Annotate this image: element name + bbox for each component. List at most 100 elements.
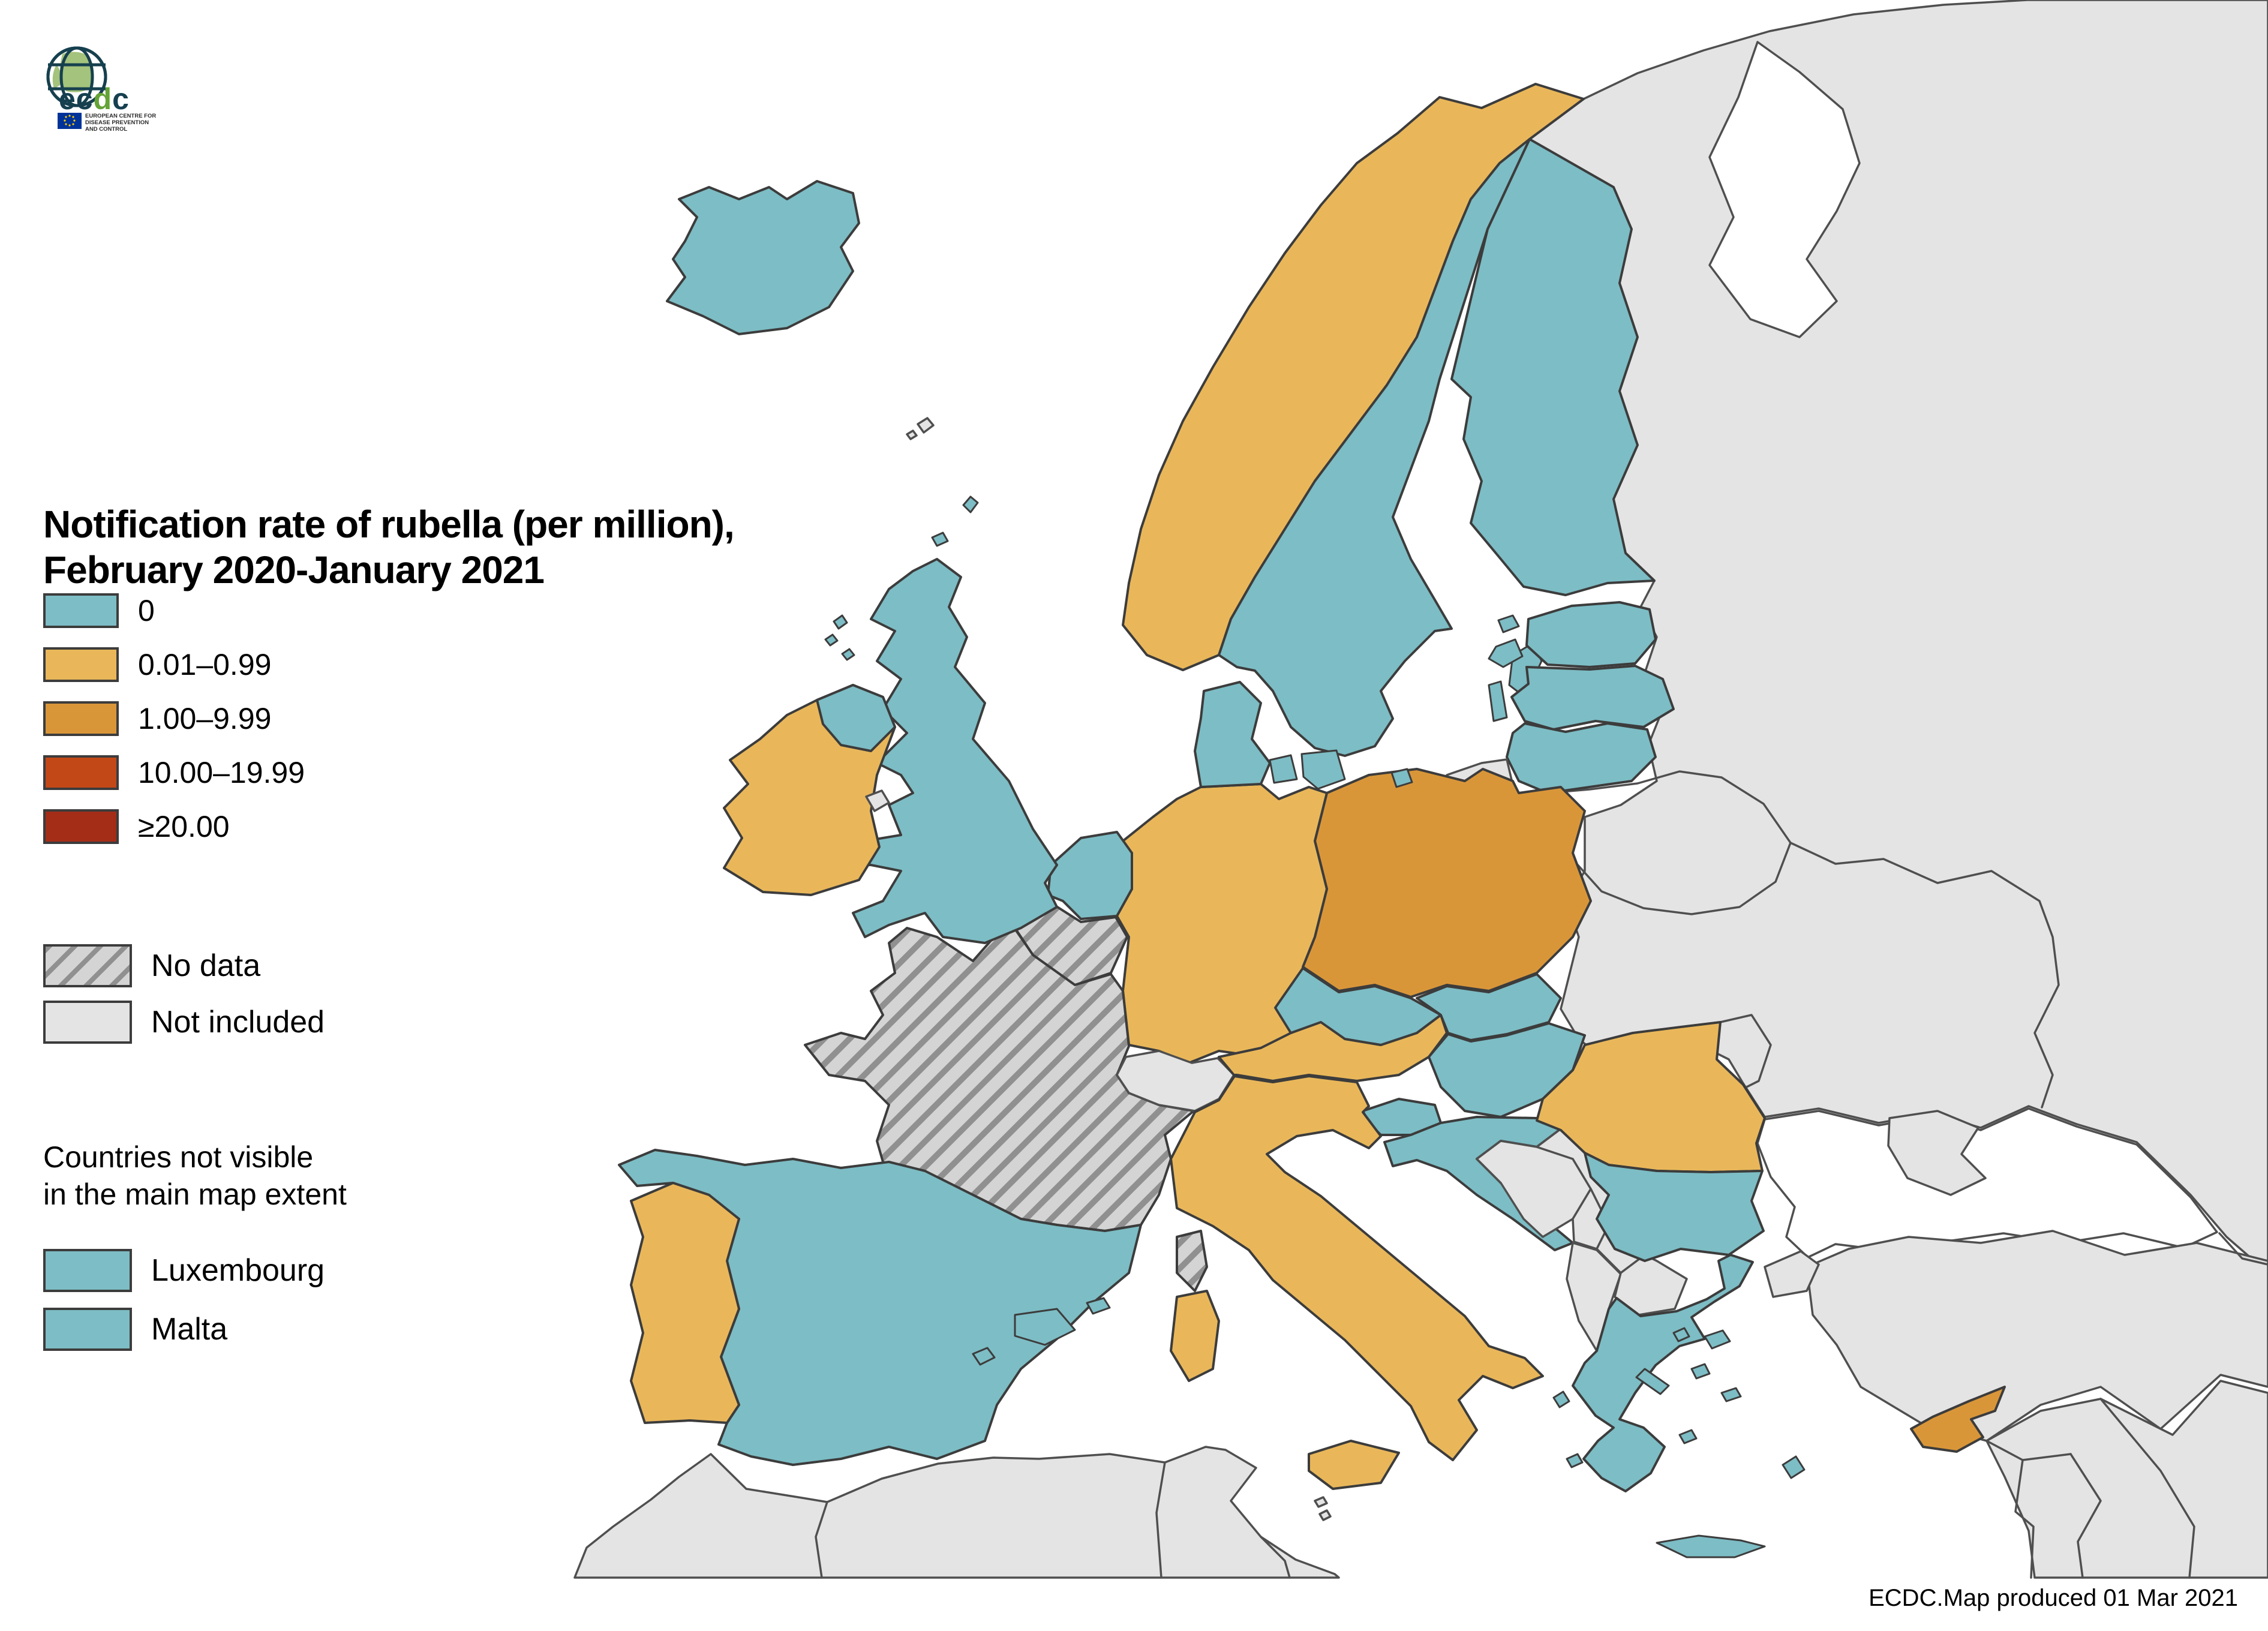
island-ibiza	[972, 1347, 996, 1366]
island-euboea	[1635, 1368, 1670, 1395]
island-sardinia	[1170, 1290, 1220, 1382]
island-zealand	[1300, 749, 1346, 790]
legend-swatch-3	[43, 755, 119, 790]
border-caucasus	[2218, 1232, 2268, 1266]
island-hebrides-2	[824, 633, 839, 647]
border-algeria-tunisia	[1155, 1461, 1166, 1579]
not-visible-title-line1: Countries not visible	[43, 1140, 314, 1174]
border-lebanon-israel	[2014, 1459, 2035, 1579]
country-cyprus	[1910, 1386, 2006, 1453]
legend-label-malta: Malta	[151, 1312, 228, 1347]
region-levant	[1985, 1380, 2268, 1579]
legend-swatch-no-data	[43, 944, 132, 987]
island-hebrides-3	[841, 648, 855, 661]
white-sea	[1708, 41, 1861, 338]
legend-swatch-0	[43, 593, 119, 628]
logo-caption-line1: EUROPEAN CENTRE FOR	[85, 113, 156, 119]
not-visible-title: Countries not visible in the main map ex…	[43, 1139, 347, 1213]
country-united-kingdom	[852, 558, 1058, 944]
country-latvia	[1510, 665, 1675, 731]
legend-label-3: 10.00–19.99	[138, 756, 305, 789]
svg-text:ecdc: ecdc	[59, 82, 130, 116]
island-lesbos	[1704, 1329, 1731, 1350]
island-faroes-1	[917, 417, 935, 434]
island-isle-of-man	[865, 789, 890, 812]
logo-caption-line3: AND CONTROL	[85, 126, 127, 133]
border-morocco-algeria	[815, 1501, 828, 1579]
map-title: Notification rate of rubella (per millio…	[43, 501, 735, 593]
island-sicily	[1308, 1440, 1400, 1490]
not-visible-title-line2: in the main map extent	[43, 1178, 347, 1211]
country-lithuania	[1506, 722, 1657, 794]
island-zakynthos	[1566, 1453, 1584, 1468]
legend-label-luxembourg: Luxembourg	[151, 1253, 325, 1288]
island-bornholm	[1390, 768, 1413, 788]
logo-caption-line2: DISEASE PREVENTION	[85, 119, 149, 126]
island-corfu	[1552, 1390, 1570, 1408]
legend-label-1: 0.01–0.99	[138, 648, 272, 681]
island-mallorca	[1014, 1308, 1076, 1346]
ecdc-globe-icon	[46, 46, 107, 107]
legend-label-2: 1.00–9.99	[138, 702, 272, 735]
island-lampedusa	[1318, 1509, 1332, 1521]
legend-swatch-luxembourg	[43, 1249, 132, 1292]
island-hiiumaa	[1497, 614, 1520, 633]
legend-swatch-not-included	[43, 1001, 132, 1044]
country-italy	[1170, 1075, 1544, 1461]
country-portugal	[630, 1182, 740, 1424]
country-turkey	[1806, 1230, 2268, 1442]
island-shetland	[962, 495, 979, 513]
island-menorca	[1086, 1297, 1111, 1315]
map-title-line2: February 2020-January 2021	[43, 548, 545, 591]
island-saaremaa	[1488, 638, 1524, 668]
produced-note: ECDC.Map produced 01 Mar 2021	[1864, 1584, 2243, 1613]
island-rhodes	[1782, 1455, 1806, 1479]
island-pantelleria	[1314, 1496, 1328, 1508]
island-samos	[1720, 1387, 1742, 1402]
legend-label-no-data: No data	[151, 948, 261, 983]
region-northern-ireland	[816, 684, 896, 752]
legend-swatch-malta	[43, 1308, 132, 1351]
legend-swatch-1	[43, 647, 119, 682]
island-hebrides-1	[833, 614, 848, 630]
country-estonia	[1525, 601, 1657, 668]
island-funen	[1269, 754, 1298, 784]
legend-label-not-included: Not included	[151, 1005, 325, 1040]
country-turkey-thrace	[1764, 1250, 1820, 1298]
eu-flag-icon	[58, 113, 82, 129]
map-title-line1: Notification rate of rubella (per millio…	[43, 503, 735, 546]
legend-label-0: 0	[138, 594, 155, 627]
border-israel-jordan	[2069, 1453, 2102, 1579]
country-sweden	[1218, 138, 1531, 757]
island-orkney	[931, 531, 949, 547]
logo-wordmark-ec: ec	[59, 82, 94, 116]
ecdc-logo: ecdc EUROPEAN CENTRE FOR DISEASE PREVENT…	[46, 46, 156, 133]
logo-wordmark-d: d	[94, 82, 113, 116]
border-syria-iraq	[2099, 1398, 2195, 1579]
island-corsica	[1176, 1230, 1208, 1292]
country-iceland	[666, 180, 860, 335]
region-north-africa	[573, 1446, 1340, 1579]
border-tunisia-libya	[1260, 1536, 1291, 1579]
island-oland	[1488, 680, 1508, 722]
legend-label-4: ≥20.00	[138, 810, 230, 843]
island-naxos	[1678, 1429, 1698, 1444]
legend-swatch-2	[43, 701, 119, 736]
country-czechia	[1274, 967, 1442, 1046]
logo-wordmark-c: c	[112, 82, 130, 116]
country-netherlands	[1047, 831, 1133, 920]
country-denmark	[1194, 681, 1271, 788]
legend-swatch-4	[43, 809, 119, 844]
island-limnos	[1672, 1327, 1690, 1342]
country-romania	[1536, 1021, 1766, 1173]
country-finland	[1450, 138, 1656, 596]
country-hungary	[1428, 1022, 1586, 1118]
country-poland	[1302, 768, 1592, 998]
island-chios	[1690, 1363, 1711, 1380]
island-crete	[1656, 1534, 1766, 1558]
border-belarus	[1546, 770, 1792, 915]
island-faroes-2	[906, 429, 918, 440]
border-ukraine-russia	[1789, 842, 2060, 1109]
